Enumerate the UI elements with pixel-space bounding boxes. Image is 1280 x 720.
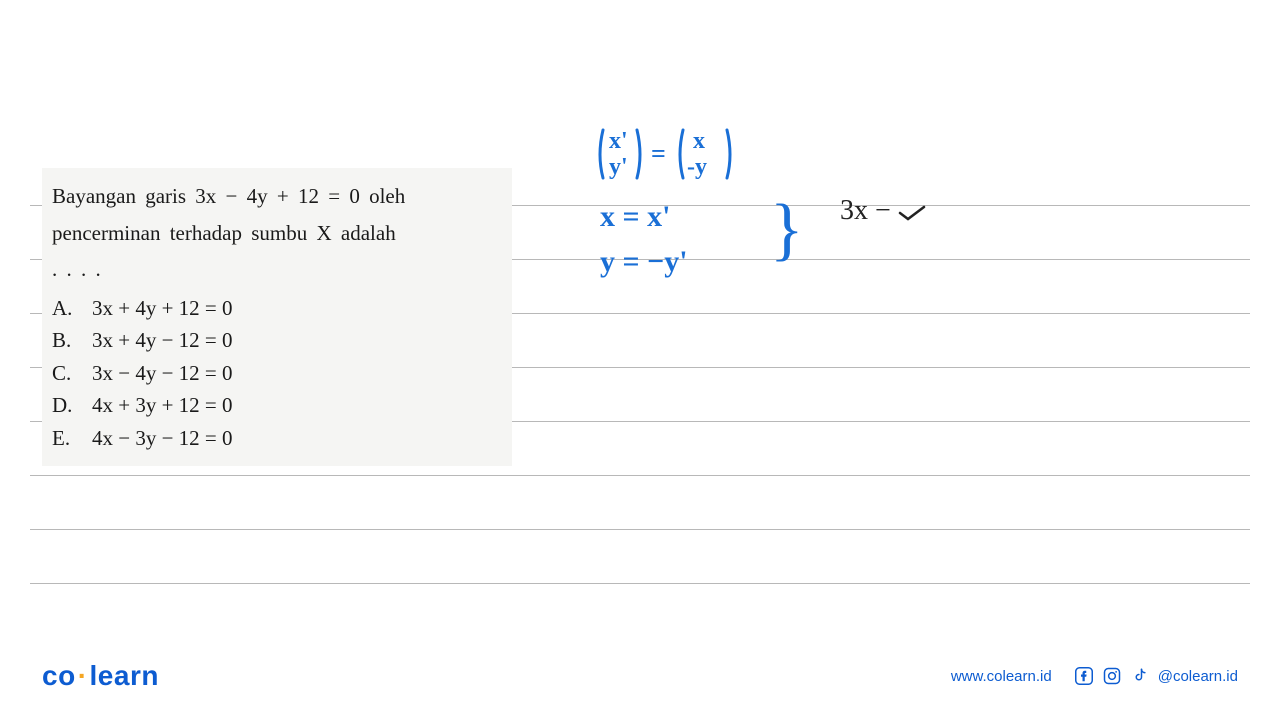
- instagram-icon: [1102, 666, 1122, 686]
- footer-handle: @colearn.id: [1158, 668, 1238, 685]
- option-d: D. 4x + 3y + 12 = 0: [52, 389, 502, 422]
- option-text: 4x + 3y + 12 = 0: [92, 389, 233, 422]
- option-text: 4x − 3y − 12 = 0: [92, 422, 233, 455]
- handwriting-y-equation: y = −y': [600, 245, 688, 279]
- handwriting-brace: }: [770, 195, 804, 265]
- footer-right: www.colearn.id @colearn.id: [951, 666, 1238, 686]
- social-group: @colearn.id: [1074, 666, 1238, 686]
- rule-line: [30, 529, 1250, 530]
- footer-url: www.colearn.id: [951, 668, 1052, 685]
- matrix-svg: x' y' = x -y: [595, 120, 815, 190]
- svg-text:-y: -y: [687, 154, 707, 180]
- svg-text:y': y': [609, 154, 628, 180]
- svg-text:=: =: [651, 139, 666, 168]
- handwriting-x-equation: x = x': [600, 200, 670, 234]
- footer: co·learn www.colearn.id @colearn.id: [0, 656, 1280, 696]
- colearn-logo: co·learn: [42, 660, 159, 692]
- check-stroke-icon: [898, 203, 928, 223]
- option-label: B.: [52, 324, 92, 357]
- option-label: A.: [52, 292, 92, 325]
- svg-text:x': x': [609, 128, 628, 154]
- option-label: C.: [52, 357, 92, 390]
- option-a: A. 3x + 4y + 12 = 0: [52, 292, 502, 325]
- options-list: A. 3x + 4y + 12 = 0 B. 3x + 4y − 12 = 0 …: [52, 292, 502, 455]
- facebook-icon: [1074, 666, 1094, 686]
- logo-co: co: [42, 660, 76, 691]
- handwriting-matrix-formula: x' y' = x -y: [595, 120, 815, 199]
- option-text: 3x + 4y + 12 = 0: [92, 292, 233, 325]
- option-text: 3x + 4y − 12 = 0: [92, 324, 233, 357]
- question-box: Bayangan garis 3x − 4y + 12 = 0 oleh pen…: [42, 168, 512, 466]
- question-line-2: pencerminan terhadap sumbu X adalah: [52, 217, 502, 250]
- rule-line: [30, 475, 1250, 476]
- rule-line: [30, 583, 1250, 584]
- logo-dot: ·: [78, 660, 88, 691]
- partial-text: 3x −: [840, 195, 891, 226]
- question-ellipsis: . . . .: [52, 253, 502, 286]
- logo-learn: learn: [90, 660, 159, 691]
- option-e: E. 4x − 3y − 12 = 0: [52, 422, 502, 455]
- option-label: D.: [52, 389, 92, 422]
- svg-text:x: x: [693, 128, 705, 154]
- option-text: 3x − 4y − 12 = 0: [92, 357, 233, 390]
- question-line-1: Bayangan garis 3x − 4y + 12 = 0 oleh: [52, 180, 502, 213]
- tiktok-icon: [1130, 666, 1150, 686]
- option-c: C. 3x − 4y − 12 = 0: [52, 357, 502, 390]
- handwriting-partial: 3x −: [840, 195, 928, 227]
- option-label: E.: [52, 422, 92, 455]
- option-b: B. 3x + 4y − 12 = 0: [52, 324, 502, 357]
